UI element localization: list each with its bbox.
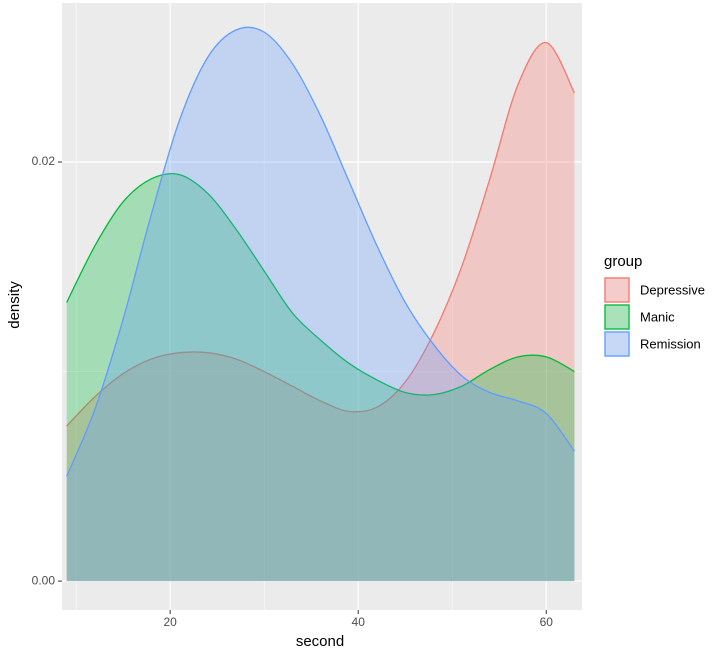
legend-swatch xyxy=(604,331,630,357)
x-axis-title: second xyxy=(296,633,344,650)
density-line xyxy=(66,41,576,427)
y-tick-label: 0.02 xyxy=(32,154,56,168)
y-tick-label: 0.00 xyxy=(32,573,56,587)
density-area xyxy=(66,27,575,582)
density-line xyxy=(66,26,575,477)
legend-label: Manic xyxy=(640,309,675,324)
legend-swatch xyxy=(604,304,630,330)
y-axis-title: density xyxy=(6,281,23,329)
x-tick-label: 60 xyxy=(540,615,554,629)
legend-label: Remission xyxy=(640,336,701,351)
density-area xyxy=(66,173,575,582)
legend-title: group xyxy=(604,253,642,270)
legend-label: Depressive xyxy=(640,282,705,297)
density-area xyxy=(66,42,575,582)
legend-key xyxy=(604,331,630,357)
density-line xyxy=(66,172,575,396)
x-tick-label: 20 xyxy=(163,615,177,629)
legend-key xyxy=(604,277,630,303)
panel-background xyxy=(62,3,582,610)
x-tick-label: 40 xyxy=(352,615,366,629)
legend-swatch xyxy=(604,277,630,303)
legend-key xyxy=(604,304,630,330)
